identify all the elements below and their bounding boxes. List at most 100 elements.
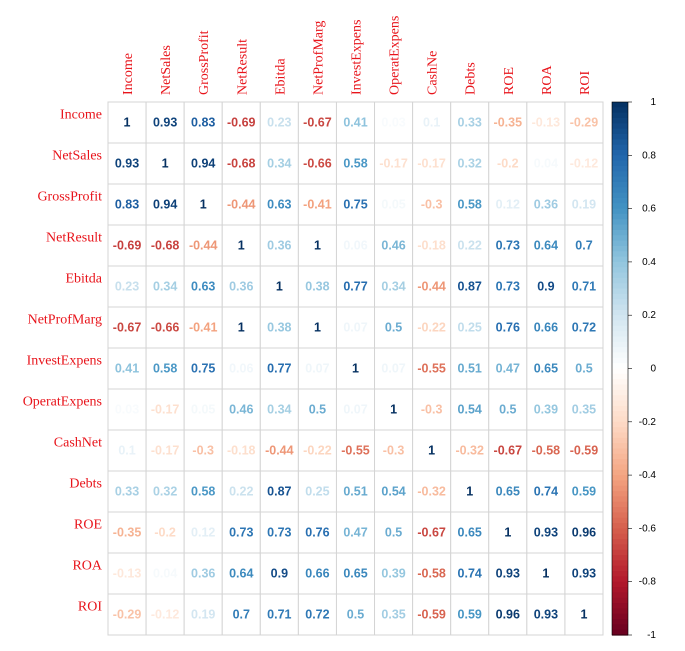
colorbar-tick-label: -0.6 <box>639 523 657 534</box>
cell-value: 0.06 <box>343 239 367 253</box>
colorbar-tick-label: -0.8 <box>639 577 657 588</box>
cell-value: -0.3 <box>421 403 443 417</box>
cell-value: -0.44 <box>265 444 294 458</box>
cell-value: 0.23 <box>267 116 291 130</box>
cell-value: -0.35 <box>494 116 523 130</box>
colorbar-tick-label: 1 <box>650 97 656 108</box>
cell-value: 0.39 <box>534 403 558 417</box>
cell-value: 0.58 <box>458 198 482 212</box>
matrix-cell <box>488 224 528 267</box>
matrix-cell <box>564 593 604 636</box>
colorbar-segment <box>612 112 628 119</box>
matrix-cell <box>145 347 185 390</box>
matrix-cell <box>107 265 147 308</box>
cell-value: 0.76 <box>305 526 329 540</box>
matrix-cell <box>488 593 528 636</box>
colorbar-segment <box>612 571 628 577</box>
row-label: NetProfMarg <box>28 313 102 328</box>
matrix-cell <box>145 142 185 185</box>
cell-value: 0.9 <box>271 567 288 581</box>
cell-value: 0.34 <box>267 157 291 171</box>
matrix-cell <box>107 183 147 226</box>
row-label: OperatExpens <box>23 395 102 410</box>
cell-value: 0.73 <box>496 280 520 294</box>
cell-value: -0.17 <box>379 157 408 171</box>
cell-value: 0.96 <box>496 608 520 622</box>
matrix-cell <box>335 511 376 554</box>
cell-value: 0.54 <box>381 485 405 499</box>
colorbar-segment <box>612 416 628 423</box>
colorbar-segment <box>612 331 628 338</box>
colorbar-segment <box>612 475 628 482</box>
colorbar-segment <box>612 102 628 108</box>
matrix-cell <box>297 388 337 431</box>
matrix-cell <box>526 511 566 554</box>
colorbar-segment <box>612 629 628 636</box>
colorbar-segment <box>612 592 628 599</box>
cell-value: 0.32 <box>458 157 482 171</box>
matrix-cell <box>297 265 337 308</box>
cell-value: -0.29 <box>570 116 599 130</box>
colorbar-segment <box>612 619 628 625</box>
matrix-cell <box>297 552 337 595</box>
colorbar-segment <box>612 320 628 327</box>
cell-value: -0.22 <box>303 444 332 458</box>
cell-value: -0.44 <box>417 280 446 294</box>
cell-value: -0.12 <box>151 608 180 622</box>
matrix-cell <box>412 347 452 390</box>
cell-value: 1 <box>466 485 473 499</box>
matrix-cell <box>107 101 147 144</box>
matrix-cell <box>412 593 452 636</box>
colorbar-segment <box>612 277 628 284</box>
cell-value: 0.54 <box>458 403 482 417</box>
cell-value: 0.59 <box>572 485 596 499</box>
matrix-cell <box>374 265 414 308</box>
cell-value: 0.05 <box>381 198 405 212</box>
colorbar-segment <box>612 587 628 593</box>
matrix-cell <box>297 224 337 267</box>
colorbar-segment <box>612 117 628 124</box>
cell-value: 0.25 <box>458 321 482 335</box>
colorbar-segment <box>612 379 628 386</box>
cell-value: 0.5 <box>309 403 326 417</box>
cell-value: 1 <box>390 403 397 417</box>
row-label: InvestExpens <box>27 354 102 369</box>
cell-value: 0.75 <box>191 362 215 376</box>
matrix-cell <box>145 306 185 349</box>
matrix-cell <box>374 470 414 513</box>
matrix-cell <box>374 347 414 390</box>
row-label: ROI <box>78 600 102 615</box>
cell-value: 0.36 <box>229 280 253 294</box>
matrix-cell <box>450 306 490 349</box>
matrix-cell <box>412 101 452 144</box>
cell-value: 1 <box>200 198 207 212</box>
colorbar-segment <box>612 181 628 188</box>
cell-value: -0.44 <box>189 239 218 253</box>
cell-value: 0.12 <box>496 198 520 212</box>
matrix-cell <box>297 306 337 349</box>
colorbar-segment <box>612 491 628 498</box>
colorbar-segment <box>612 453 628 460</box>
column-label: ROE <box>502 67 517 95</box>
matrix-cell <box>183 388 223 431</box>
cell-value: -0.58 <box>532 444 561 458</box>
cell-value: 0.77 <box>267 362 291 376</box>
cell-value: 0.9 <box>537 280 554 294</box>
cell-value: -0.17 <box>417 157 446 171</box>
row-label: ROA <box>72 559 102 574</box>
cell-value: 0.63 <box>267 198 291 212</box>
colorbar-segment <box>612 293 628 300</box>
cell-value: -0.67 <box>303 116 332 130</box>
cell-value: 0.93 <box>572 567 596 581</box>
cell-value: -0.3 <box>383 444 405 458</box>
matrix-cell <box>107 552 147 595</box>
colorbar-tick-label: -1 <box>647 630 656 641</box>
colorbar-segment <box>612 389 628 396</box>
cell-value: -0.58 <box>417 567 446 581</box>
cell-value: -0.66 <box>303 157 332 171</box>
colorbar-segment <box>612 608 628 615</box>
cell-value: -0.41 <box>303 198 332 212</box>
colorbar-segment <box>612 347 628 354</box>
cell-value: 0.12 <box>191 526 215 540</box>
cell-value: -0.67 <box>494 444 523 458</box>
